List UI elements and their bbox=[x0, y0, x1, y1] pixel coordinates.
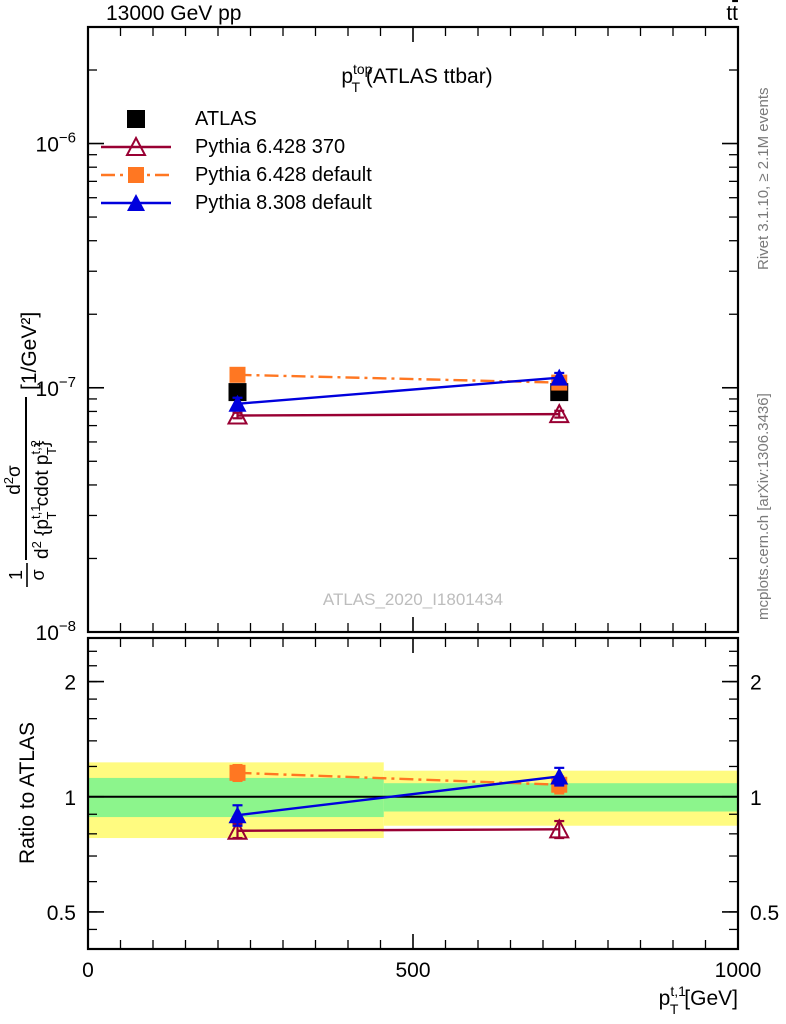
series-pythia-6-428-370 bbox=[226, 402, 570, 425]
ratio-tick-label-right: 2 bbox=[750, 672, 762, 695]
marker-triangle bbox=[228, 806, 247, 824]
series-line bbox=[237, 412, 560, 417]
y-tick-label: 10−7 bbox=[36, 374, 76, 401]
legend-label: Pythia 6.428 370 bbox=[195, 136, 345, 158]
marker-square bbox=[229, 764, 246, 781]
side-label-mcplots: mcplots.cern.ch [arXiv:1306.3436] bbox=[755, 393, 772, 620]
y-label-numerator: d2σ bbox=[1, 465, 25, 495]
x-tick-label: 500 bbox=[395, 959, 430, 982]
ratio-line bbox=[237, 775, 560, 817]
marker-triangle bbox=[127, 194, 145, 211]
series-atlas bbox=[228, 383, 569, 402]
y-label-denominator: d2 {pt,1T cdot pt,2T} bbox=[28, 440, 59, 559]
legend-label: Pythia 6.428 default bbox=[195, 164, 372, 186]
marker-square bbox=[127, 110, 145, 128]
marker-triangle-open bbox=[226, 404, 249, 425]
marker-square bbox=[128, 167, 144, 183]
marker-square bbox=[228, 383, 247, 402]
marker-triangle-open bbox=[226, 819, 249, 840]
x-tick-label: 0 bbox=[82, 959, 94, 982]
legend-label: Pythia 8.308 default bbox=[195, 192, 372, 214]
ratio-tick-label-left: 2 bbox=[64, 672, 76, 695]
legend-entry-0[interactable]: ATLAS bbox=[127, 108, 257, 130]
x-axis-title: pt,1 T [GeV] bbox=[659, 983, 738, 1017]
marker-triangle bbox=[228, 394, 247, 412]
series-pythia-8-308-default bbox=[228, 368, 569, 412]
y-tick-label: 10−8 bbox=[36, 618, 76, 645]
y-label-prefix-numerator: 1 bbox=[6, 570, 26, 580]
side-label-rivet: Rivet 3.1.10, ≥ 2.1M events bbox=[755, 88, 772, 271]
plot-title: ptop T (ATLAS ttbar) bbox=[341, 61, 492, 95]
marker-square bbox=[229, 366, 246, 383]
marker-triangle bbox=[550, 767, 569, 785]
ratio-tick-label-right: 0.5 bbox=[750, 902, 779, 925]
marker-triangle-open bbox=[548, 818, 570, 839]
series-pythia-6-428-default bbox=[229, 366, 568, 391]
marker-triangle-open bbox=[125, 135, 147, 156]
header-collision-energy: 13000 GeV pp bbox=[106, 2, 241, 25]
main-panel-frame bbox=[86, 25, 740, 634]
watermark-analysis-id: ATLAS_2020_I1801434 bbox=[323, 590, 503, 609]
legend-entry-3[interactable]: Pythia 8.308 default bbox=[101, 192, 372, 214]
ratio-tick-label-left: 0.5 bbox=[47, 902, 76, 925]
y-tick-label: 10−6 bbox=[36, 130, 76, 157]
legend-entry-1[interactable]: Pythia 6.428 370 bbox=[101, 135, 345, 158]
y-label-prefix-denominator: σ bbox=[28, 569, 48, 580]
legend-label: ATLAS bbox=[195, 108, 257, 130]
ratio-series-pythia-8-308-default bbox=[228, 766, 569, 827]
legend-entry-2[interactable]: Pythia 6.428 default bbox=[101, 164, 372, 186]
marker-triangle bbox=[550, 368, 569, 386]
x-tick-label: 1000 bbox=[715, 959, 762, 982]
ratio-line bbox=[237, 828, 560, 832]
y-label-units: [1/GeV²] bbox=[18, 312, 41, 390]
series-line bbox=[237, 376, 560, 405]
header-process-label: tt bbox=[726, 2, 738, 25]
ratio-tick-label-left: 1 bbox=[64, 787, 76, 810]
marker-triangle-open bbox=[548, 402, 570, 424]
ratio-axis-title: Ratio to ATLAS bbox=[16, 722, 39, 864]
ratio-tick-label-right: 1 bbox=[750, 787, 762, 810]
